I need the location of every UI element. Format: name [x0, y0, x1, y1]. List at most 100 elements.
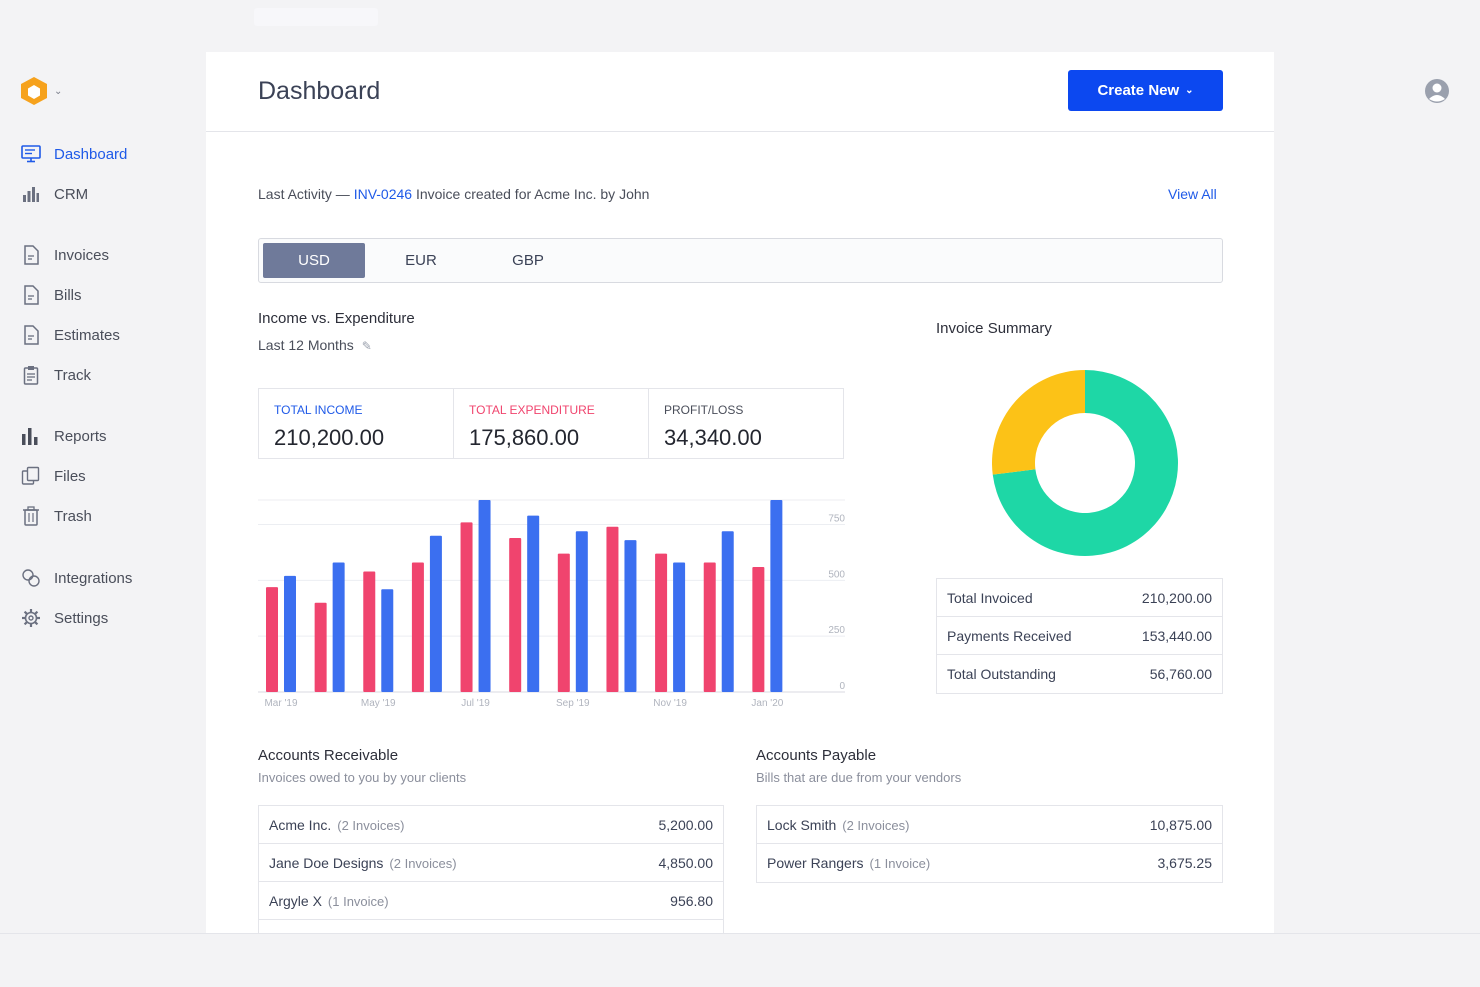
tab-gbp[interactable]: GBP	[512, 252, 544, 269]
sidebar-item-integrations[interactable]: Integrations	[20, 566, 132, 590]
y-tick-label: 500	[828, 569, 845, 580]
table-row[interactable]: Power Rangers (1 Invoice) 3,675.25	[757, 844, 1222, 882]
y-tick-label: 750	[828, 514, 845, 525]
main-content: Dashboard Create New ⌄ Last Activity — I…	[206, 52, 1274, 933]
amount: 10,875.00	[1149, 816, 1212, 833]
tab-eur[interactable]: EUR	[405, 252, 437, 269]
bar-expenditure	[752, 566, 765, 692]
sidebar-item-invoices[interactable]: Invoices	[20, 243, 109, 267]
sidebar-item-label: Trash	[54, 507, 92, 525]
table-row[interactable]: Argyle X (1 Invoice) 956.80	[259, 882, 723, 920]
amount: 3,675.25	[1157, 855, 1213, 871]
client-name: Jane Doe Designs	[269, 854, 384, 871]
amount: 956.80	[670, 892, 713, 909]
sidebar-item-label: Integrations	[54, 569, 133, 587]
summary-value: 210,200.00	[1141, 589, 1212, 606]
summary-label: Total Outstanding	[947, 666, 1056, 682]
stat-profit-loss: PROFIT/LOSS 34,340.00	[649, 389, 843, 458]
y-tick-label: 0	[839, 681, 845, 692]
create-new-label: Create New	[1097, 82, 1180, 99]
amount: 5,200.00	[658, 816, 714, 833]
sidebar-item-label: CRM	[54, 185, 89, 203]
invoice-summary-title: Invoice Summary	[936, 320, 1052, 337]
invoice-count: (2 Invoices)	[337, 817, 405, 833]
bar-income	[770, 500, 783, 692]
vendor-name: Lock Smith	[767, 816, 837, 833]
receivable-title: Accounts Receivable	[258, 747, 399, 764]
tab-usd[interactable]: USD	[263, 243, 365, 278]
bar-income	[624, 540, 637, 692]
document-icon	[20, 324, 42, 346]
files-icon	[20, 465, 42, 487]
summary-value: 153,440.00	[1141, 627, 1212, 644]
sidebar-item-bills[interactable]: Bills	[20, 283, 82, 307]
bar-expenditure	[606, 526, 619, 692]
bar-income	[284, 575, 296, 692]
sidebar-item-files[interactable]: Files	[20, 464, 86, 488]
sidebar: ⌄ Dashboard CRM Invoices Bills Estimates	[0, 52, 206, 933]
stat-total-expenditure: TOTAL EXPENDITURE 175,860.00	[454, 389, 649, 458]
bottom-band	[0, 933, 1480, 987]
table-row[interactable]: Lock Smith (2 Invoices) 10,875.00	[757, 806, 1222, 844]
bar-expenditure	[314, 602, 327, 692]
amount: 4,850.00	[658, 854, 714, 871]
bar-expenditure	[509, 537, 522, 692]
income-expenditure-chart: 0 250 500 750 Mar '19 May '19 Jul '19 Sep '19 No…	[258, 499, 845, 709]
sidebar-item-settings[interactable]: Settings	[20, 606, 108, 630]
payable-table: Lock Smith (2 Invoices) 10,875.00 Power Ra…	[756, 805, 1223, 883]
table-row[interactable]: Acme Inc. (2 Invoices) 5,200.00	[259, 806, 723, 844]
document-icon	[20, 244, 42, 266]
activity-text: Invoice created for Acme Inc. by John	[415, 186, 650, 202]
x-tick-label: May '19	[361, 698, 396, 709]
user-avatar-icon[interactable]	[1424, 78, 1450, 104]
view-all-link[interactable]: View All	[1168, 186, 1217, 202]
sidebar-item-dashboard[interactable]: Dashboard	[20, 142, 127, 166]
stat-total-income: TOTAL INCOME 210,200.00	[259, 389, 454, 458]
sidebar-item-estimates[interactable]: Estimates	[20, 323, 120, 347]
payable-subtitle: Bills that are due from your vendors	[756, 770, 962, 785]
activity-invoice-link[interactable]: INV-0246	[353, 186, 413, 202]
bar-expenditure	[363, 571, 376, 692]
summary-label: Total Invoiced	[947, 589, 1033, 606]
workspace-switcher[interactable]: ⌄	[20, 76, 62, 106]
table-row[interactable]: Jane Doe Designs (2 Invoices) 4,850.00	[259, 844, 723, 882]
sidebar-item-track[interactable]: Track	[20, 363, 91, 387]
sidebar-item-label: Bills	[54, 286, 82, 304]
invoice-summary-donut	[992, 370, 1178, 556]
bar-expenditure	[266, 587, 278, 692]
bar-income	[381, 589, 394, 692]
link-icon	[20, 567, 42, 589]
period-selector[interactable]: Last 12 Months ✎	[258, 337, 372, 353]
top-placeholder	[254, 8, 378, 26]
right-rail	[1274, 52, 1480, 933]
bar-income	[721, 531, 734, 692]
x-tick-label: Mar '19	[264, 698, 297, 709]
pencil-icon[interactable]: ✎	[361, 339, 372, 353]
period-label: Last 12 Months	[258, 337, 354, 353]
sidebar-item-trash[interactable]: Trash	[20, 504, 92, 528]
invoice-summary-table: Total Invoiced 210,200.00 Payments Receiv…	[936, 578, 1223, 694]
sidebar-item-label: Settings	[54, 609, 109, 627]
sidebar-item-reports[interactable]: Reports	[20, 424, 107, 448]
sidebar-item-label: Track	[54, 366, 91, 384]
stat-label: TOTAL INCOME	[274, 403, 363, 417]
sidebar-item-label: Dashboard	[54, 145, 128, 163]
receivable-subtitle: Invoices owed to you by your clients	[258, 770, 467, 785]
payable-title: Accounts Payable	[756, 747, 877, 764]
stat-value: 210,200.00	[274, 425, 385, 450]
top-band	[0, 0, 1480, 52]
vendor-name: Power Rangers	[767, 855, 864, 871]
bar-expenditure	[411, 562, 424, 692]
create-new-button[interactable]: Create New ⌄	[1068, 70, 1223, 111]
x-tick-label: Sep '19	[556, 698, 590, 709]
sidebar-item-crm[interactable]: CRM	[20, 182, 88, 206]
page-header: Dashboard Create New ⌄	[206, 52, 1274, 132]
y-tick-label: 250	[828, 625, 845, 636]
bar-income	[332, 562, 345, 692]
clipboard-icon	[20, 364, 42, 386]
sidebar-item-label: Estimates	[54, 326, 120, 344]
stat-label: TOTAL EXPENDITURE	[469, 403, 595, 417]
invoice-count: (1 Invoice)	[869, 856, 931, 871]
donut-slice-outstanding	[992, 370, 1085, 475]
bar-income	[673, 562, 686, 692]
